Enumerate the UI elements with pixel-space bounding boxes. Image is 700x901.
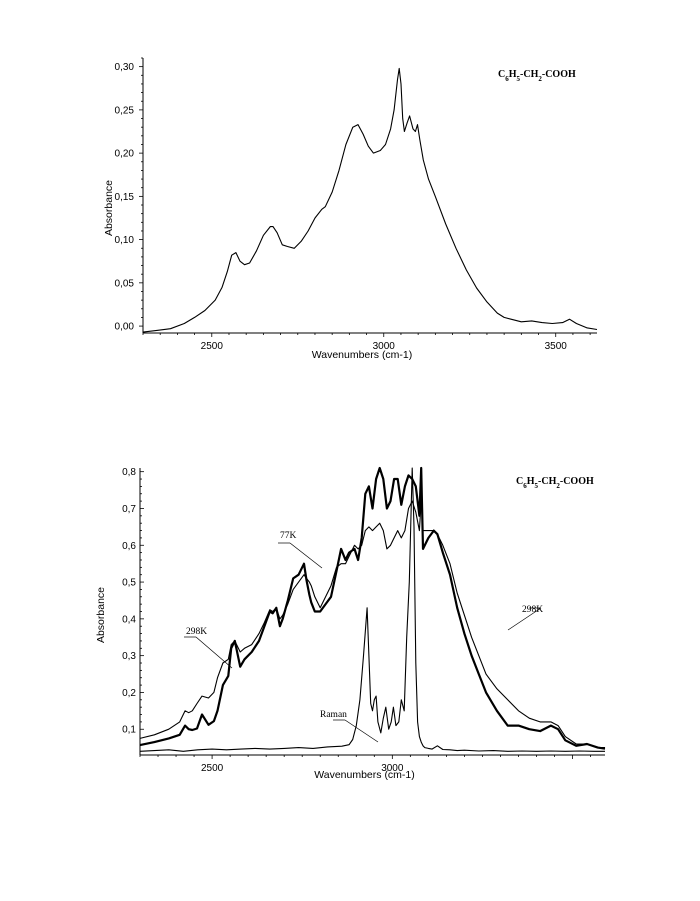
y-tick-label: 0,5 xyxy=(122,578,136,589)
annotation-label: 77K xyxy=(280,531,297,541)
title-subscript: 5 xyxy=(517,75,521,83)
y-tick-label: 0,00 xyxy=(115,322,135,333)
y-axis-title: Absorbance xyxy=(95,587,107,643)
y-axis-title: Absorbance xyxy=(103,180,115,236)
title-subscript: 2 xyxy=(538,75,542,83)
annotation-leader xyxy=(195,636,233,669)
y-tick-label: 0,05 xyxy=(115,278,135,289)
annotation-label: Raman xyxy=(320,710,347,720)
annotation-label: 298K xyxy=(186,627,207,637)
chart-title: C6H5-CH2-COOH xyxy=(516,476,594,490)
y-tick-label: 0,25 xyxy=(115,105,135,116)
annotation-leader xyxy=(289,542,323,569)
x-tick-label: 2500 xyxy=(201,341,224,352)
annotation-leader xyxy=(507,607,542,631)
y-tick-label: 0,10 xyxy=(115,235,135,246)
title-subscript: 2 xyxy=(556,482,560,490)
y-tick-label: 0,2 xyxy=(122,688,136,699)
y-tick-label: 0,15 xyxy=(115,192,135,203)
x-tick-label: 3000 xyxy=(373,341,396,352)
y-tick-label: 0,4 xyxy=(122,614,136,625)
x-tick-label: 3000 xyxy=(381,763,404,774)
x-tick-label: 2500 xyxy=(201,763,224,774)
title-subscript: 5 xyxy=(535,482,539,490)
y-tick-label: 0,20 xyxy=(115,149,135,160)
title-part: -COOH xyxy=(560,476,594,487)
annotation-label: 298K xyxy=(522,605,543,615)
y-tick-label: 0,3 xyxy=(122,651,136,662)
series-line-298k-298k xyxy=(139,500,605,749)
x-axis-title: Wavenumbers (cm-1) xyxy=(312,349,413,361)
title-part: C xyxy=(516,476,523,487)
y-tick-label: 0,30 xyxy=(115,62,135,73)
x-axis-title: Wavenumbers (cm-1) xyxy=(314,769,415,781)
y-tick-label: 0,1 xyxy=(122,725,136,736)
annotation-leader xyxy=(344,719,379,743)
title-part: -CH xyxy=(520,69,539,80)
chart-1: 0,00 0,05 0,10 0,15 0,20 0,25 0,30 2500 3000 3500… xyxy=(103,57,598,361)
chart-2: 0,1 0,2 0,3 0,4 0,5 0,6 0,7 0,8 2500 3000Wavenumb… xyxy=(95,466,606,781)
title-part: C xyxy=(498,69,505,80)
y-tick-label: 0,7 xyxy=(122,504,136,515)
series-line-raman xyxy=(139,467,605,752)
x-tick-label: 3500 xyxy=(545,341,568,352)
title-part: -CH xyxy=(538,476,557,487)
title-subscript: 6 xyxy=(523,482,527,490)
series-line-spectrum xyxy=(142,67,598,333)
chart-title: C6H5-CH2-COOH xyxy=(498,69,576,83)
y-tick-label: 0,6 xyxy=(122,541,136,552)
title-part: -COOH xyxy=(542,69,576,80)
y-tick-label: 0,8 xyxy=(122,467,136,478)
series-line-77k xyxy=(139,466,606,750)
title-part: H xyxy=(509,69,517,80)
title-part: H xyxy=(527,476,535,487)
title-subscript: 6 xyxy=(505,75,509,83)
